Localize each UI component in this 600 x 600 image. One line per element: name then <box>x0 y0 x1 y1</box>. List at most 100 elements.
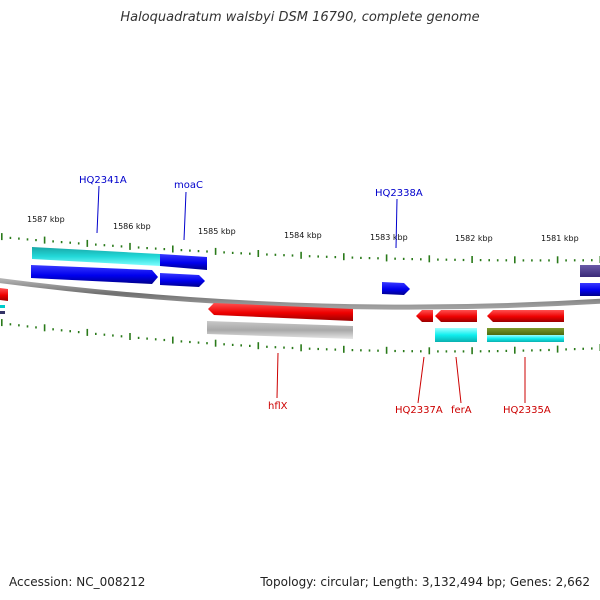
inner-minor-tick <box>206 342 208 345</box>
gene-arrow-hq2341a[interactable] <box>31 265 158 284</box>
gene-bar-moac-outer[interactable] <box>160 254 207 270</box>
gene-bar-cyan-left-edge[interactable] <box>0 305 5 308</box>
gene-label-moac[interactable]: moaC <box>174 180 203 191</box>
outer-minor-tick <box>103 244 106 247</box>
inner-minor-tick <box>9 323 12 326</box>
outer-minor-tick <box>591 259 593 262</box>
outer-minor-tick <box>231 251 234 254</box>
leader-line-hq2341a <box>96 185 100 234</box>
inner-minor-tick <box>266 345 268 348</box>
gene-bar-dark-left-edge[interactable] <box>0 311 5 314</box>
outer-minor-tick <box>496 259 499 262</box>
inner-major-tick <box>556 345 559 353</box>
gene-label-fera[interactable]: ferA <box>451 405 472 416</box>
inner-minor-tick <box>197 341 200 344</box>
gene-bar-blue-edge[interactable] <box>580 283 600 296</box>
inner-minor-tick <box>163 338 166 342</box>
outer-minor-tick <box>189 249 191 252</box>
outer-minor-tick <box>240 252 242 255</box>
gene-arrow-hq2338a[interactable] <box>382 282 410 295</box>
outer-minor-tick <box>154 247 157 250</box>
inner-minor-tick <box>249 344 251 347</box>
inner-minor-tick <box>420 350 422 353</box>
inner-major-tick <box>86 328 89 336</box>
outer-minor-tick <box>394 257 396 260</box>
gene-bar-red-left-edge[interactable] <box>0 288 8 301</box>
inner-minor-tick <box>274 346 277 349</box>
outer-minor-tick <box>411 258 413 261</box>
inner-minor-tick <box>223 343 225 346</box>
gene-bar-hflx-inner[interactable] <box>207 321 353 339</box>
gene-arrow-hq2335a[interactable] <box>487 310 564 322</box>
outer-minor-tick <box>274 253 277 256</box>
outer-minor-tick <box>291 254 294 257</box>
outer-major-tick <box>172 245 174 253</box>
gene-bar-fera-inner[interactable] <box>435 328 477 342</box>
inner-major-tick <box>514 346 516 354</box>
inner-minor-tick <box>283 346 285 349</box>
gene-bar-hq2335a-cyan[interactable] <box>487 335 564 342</box>
outer-minor-tick <box>317 255 319 258</box>
inner-major-tick <box>471 347 473 355</box>
inner-major-tick <box>343 345 345 353</box>
outer-major-tick <box>257 250 260 257</box>
inner-minor-tick <box>52 328 54 331</box>
inner-major-tick <box>300 344 302 352</box>
scale-label-1584: 1584 kbp <box>284 231 322 240</box>
inner-minor-tick <box>120 335 123 338</box>
outer-minor-tick <box>60 241 63 244</box>
inner-minor-tick <box>103 333 106 336</box>
gene-arrow-fera[interactable] <box>435 310 477 322</box>
scale-label-1586: 1586 kbp <box>113 222 151 231</box>
inner-major-tick <box>257 342 260 350</box>
outer-minor-tick <box>445 258 448 261</box>
inner-minor-tick <box>531 349 533 352</box>
outer-minor-tick <box>573 259 576 262</box>
inner-minor-tick <box>334 348 337 351</box>
inner-minor-tick <box>146 337 148 340</box>
inner-minor-tick <box>317 347 319 351</box>
inner-minor-tick <box>591 347 593 350</box>
outer-major-tick <box>129 242 131 250</box>
outer-minor-tick <box>531 259 533 262</box>
outer-minor-tick <box>69 241 71 244</box>
inner-minor-tick <box>539 349 542 352</box>
leader-line-hq2337a <box>417 356 425 404</box>
gene-arrow-hflx[interactable] <box>208 303 353 321</box>
gene-bar-hq2341a-outer[interactable] <box>32 247 160 266</box>
gene-bar-hq2335a-olive[interactable] <box>487 328 564 335</box>
inner-minor-tick <box>488 350 490 353</box>
inner-minor-tick <box>394 349 396 353</box>
outer-minor-tick <box>283 254 285 257</box>
outer-minor-tick <box>146 247 148 250</box>
gene-label-hq2338a[interactable]: HQ2338A <box>375 188 423 199</box>
inner-minor-tick <box>325 348 328 351</box>
gene-label-hflx[interactable]: hflX <box>268 401 288 412</box>
gene-label-hq2337a[interactable]: HQ2337A <box>395 405 443 416</box>
inner-minor-tick <box>291 346 294 350</box>
outer-major-tick <box>86 239 89 247</box>
gene-label-hq2335a[interactable]: HQ2335A <box>503 405 551 416</box>
outer-tick-row <box>1 233 600 264</box>
outer-minor-tick <box>437 258 439 261</box>
inner-minor-tick <box>180 340 183 343</box>
outer-minor-tick <box>137 246 140 249</box>
gene-arrow-hq2337a[interactable] <box>416 310 433 322</box>
gene-arrow-moac[interactable] <box>160 273 205 287</box>
outer-minor-tick <box>505 259 508 262</box>
gene-label-hq2341a[interactable]: HQ2341A <box>79 175 127 186</box>
inner-minor-tick <box>26 325 29 328</box>
inner-major-tick <box>214 339 217 347</box>
scale-label-1582: 1582 kbp <box>455 234 493 243</box>
outer-minor-tick <box>420 258 422 261</box>
inner-minor-tick <box>154 338 157 341</box>
inner-minor-tick <box>454 350 456 353</box>
outer-minor-tick <box>266 253 268 256</box>
outer-minor-tick <box>377 257 379 260</box>
outer-major-tick <box>471 256 473 263</box>
outer-major-tick <box>428 255 431 263</box>
genome-title: Haloquadratum walsbyi DSM 16790, complet… <box>120 10 480 25</box>
leader-line-hq2338a <box>395 198 398 249</box>
gene-bar-purple-edge[interactable] <box>580 265 600 277</box>
outer-major-tick <box>514 256 516 264</box>
